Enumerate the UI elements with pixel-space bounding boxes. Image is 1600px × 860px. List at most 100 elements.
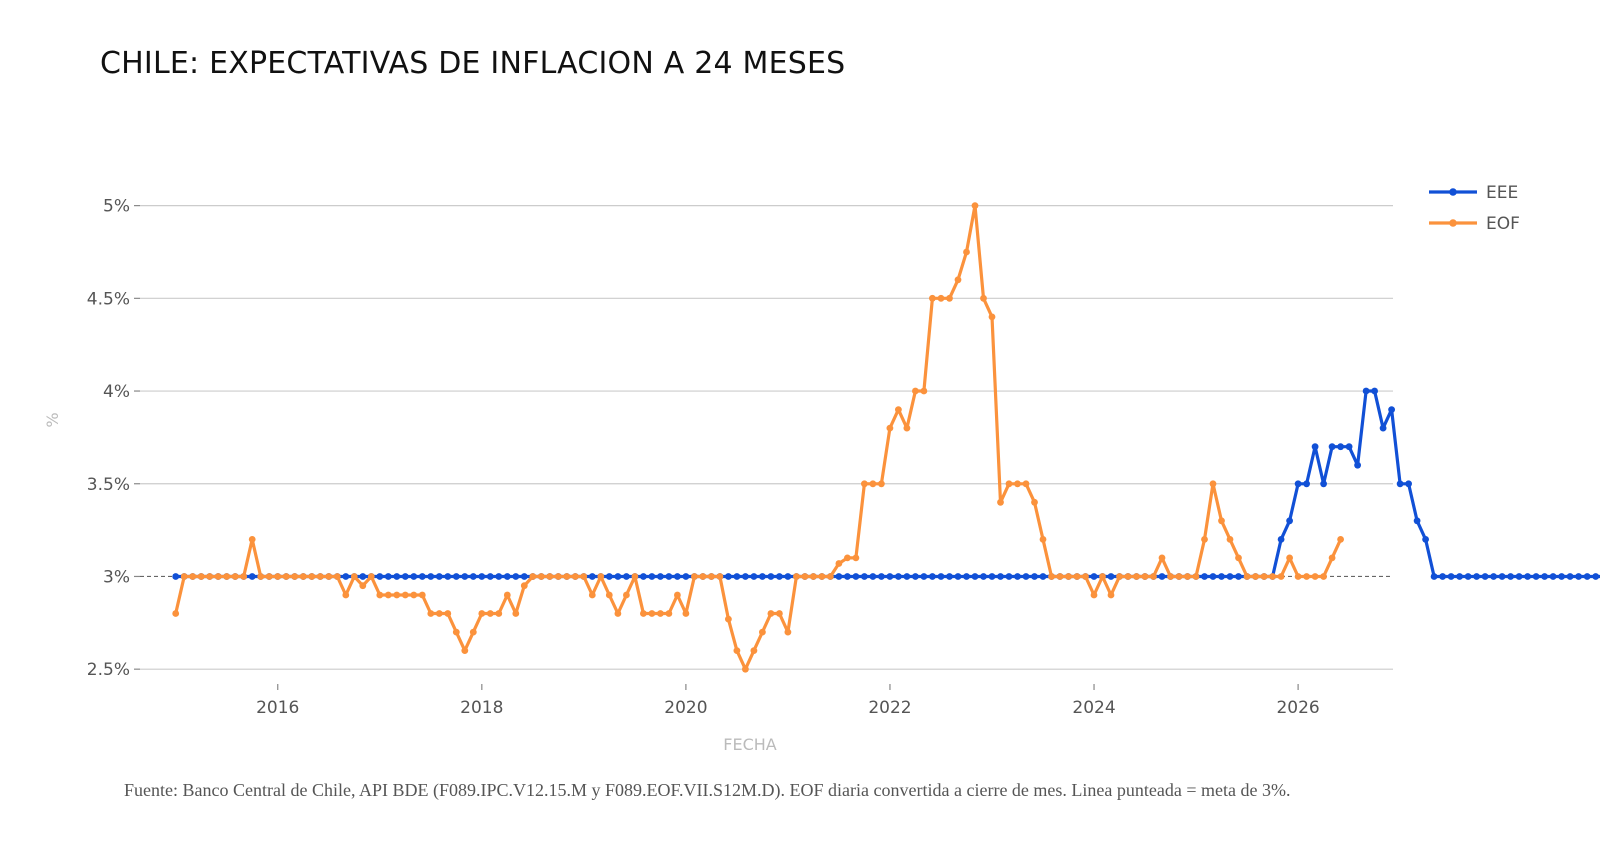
data-point-eof — [886, 424, 894, 432]
data-point-eof — [759, 628, 766, 636]
data-point-eof — [333, 573, 341, 580]
data-point-eee — [674, 573, 681, 580]
data-point-eof — [971, 202, 979, 210]
data-point-eof — [1243, 573, 1251, 580]
data-point-eof — [810, 573, 817, 580]
data-point-eof — [1073, 573, 1081, 580]
data-point-eof — [571, 573, 579, 580]
y-tick-label: 4% — [103, 382, 130, 402]
legend-label: EOF — [1486, 214, 1520, 234]
legend-item-eof[interactable]: EOF — [1429, 214, 1520, 234]
data-point-eee — [1303, 480, 1310, 488]
data-point-eof — [980, 294, 987, 302]
data-point-eee — [1481, 573, 1489, 580]
data-point-eee — [469, 573, 477, 580]
data-point-eee — [1320, 480, 1327, 488]
data-point-eee — [1345, 443, 1353, 451]
data-point-eof — [699, 573, 707, 580]
data-point-eof — [580, 573, 588, 580]
data-point-eof — [1005, 480, 1013, 488]
x-axis-title: FECHA — [723, 735, 777, 754]
data-point-eee — [861, 573, 868, 580]
data-point-eof — [895, 406, 902, 413]
data-point-eee — [614, 573, 622, 580]
data-point-eee — [1090, 573, 1098, 580]
data-point-eof — [248, 536, 256, 543]
data-point-eof — [393, 591, 401, 599]
data-point-eof — [903, 424, 911, 432]
data-point-eee — [1490, 573, 1497, 580]
data-point-eee — [495, 573, 503, 580]
data-point-eof — [1107, 591, 1115, 599]
data-point-eee — [1337, 443, 1344, 451]
data-point-eee — [1447, 573, 1455, 580]
data-point-eof — [665, 610, 673, 617]
data-point-eof — [784, 628, 792, 636]
data-point-eof — [1209, 480, 1217, 488]
data-point-eof — [503, 591, 511, 599]
data-point-eof — [537, 573, 545, 580]
data-point-eee — [1014, 573, 1021, 580]
data-point-eee — [1039, 573, 1047, 580]
data-point-eof — [180, 573, 188, 580]
data-point-eee — [640, 573, 647, 580]
x-tick-label: 2016 — [256, 698, 299, 718]
data-point-eee — [733, 573, 741, 580]
data-point-eof — [929, 294, 936, 302]
data-point-eee — [750, 573, 758, 580]
data-point-eof — [231, 573, 239, 580]
data-point-eee — [1430, 573, 1438, 580]
data-point-eof — [1184, 573, 1191, 580]
data-point-eof — [648, 610, 656, 617]
data-point-eee — [988, 573, 996, 580]
legend[interactable]: EEE EOF — [1429, 183, 1520, 234]
data-point-eof — [350, 573, 358, 580]
series-group — [172, 202, 1600, 673]
data-point-eof — [835, 560, 843, 567]
data-point-eof — [844, 554, 851, 562]
data-point-eof — [486, 610, 494, 617]
data-point-eof — [997, 498, 1004, 506]
data-point-eee — [648, 573, 656, 580]
data-point-eee — [937, 573, 945, 580]
data-point-eee — [1286, 517, 1293, 525]
data-point-eof — [946, 294, 953, 302]
data-point-eof — [1277, 573, 1285, 580]
data-point-eof — [359, 582, 367, 590]
data-point-eof — [623, 591, 630, 599]
data-point-eof — [1328, 554, 1336, 562]
data-point-eee — [503, 573, 511, 580]
data-point-eee — [1294, 480, 1302, 488]
data-point-eof — [274, 573, 282, 580]
data-point-eof — [1090, 591, 1098, 599]
data-point-eof — [597, 573, 605, 580]
data-point-eee — [1473, 573, 1480, 580]
source-note: Fuente: Banco Central de Chile, API BDE … — [124, 780, 1291, 800]
data-point-eee — [895, 573, 902, 580]
x-tick-label: 2022 — [868, 698, 911, 718]
data-point-eee — [1226, 573, 1234, 580]
data-point-eee — [1439, 573, 1446, 580]
data-point-eof — [1252, 573, 1259, 580]
y-tick-label: 5% — [103, 197, 130, 217]
data-point-eof — [682, 610, 690, 617]
data-point-eof — [1175, 573, 1183, 580]
data-point-eee — [725, 573, 732, 580]
data-point-eee — [1464, 573, 1472, 580]
data-point-eof — [1294, 573, 1302, 580]
data-point-eee — [920, 573, 928, 580]
data-point-eof — [444, 610, 452, 617]
y-axis: 2.5% 3% 3.5% 4% 4.5% 5% — [87, 197, 140, 680]
data-point-eof — [1082, 573, 1089, 580]
data-point-eee — [1201, 573, 1208, 580]
data-point-eof — [1320, 573, 1327, 580]
data-point-eee — [520, 573, 528, 580]
legend-item-eee[interactable]: EEE — [1429, 183, 1518, 203]
data-point-eof — [1286, 554, 1293, 562]
data-point-eee — [444, 573, 452, 580]
data-point-eof — [299, 573, 307, 580]
data-point-eee — [1328, 443, 1336, 451]
data-point-eof — [691, 573, 698, 580]
data-point-eof — [223, 573, 231, 580]
